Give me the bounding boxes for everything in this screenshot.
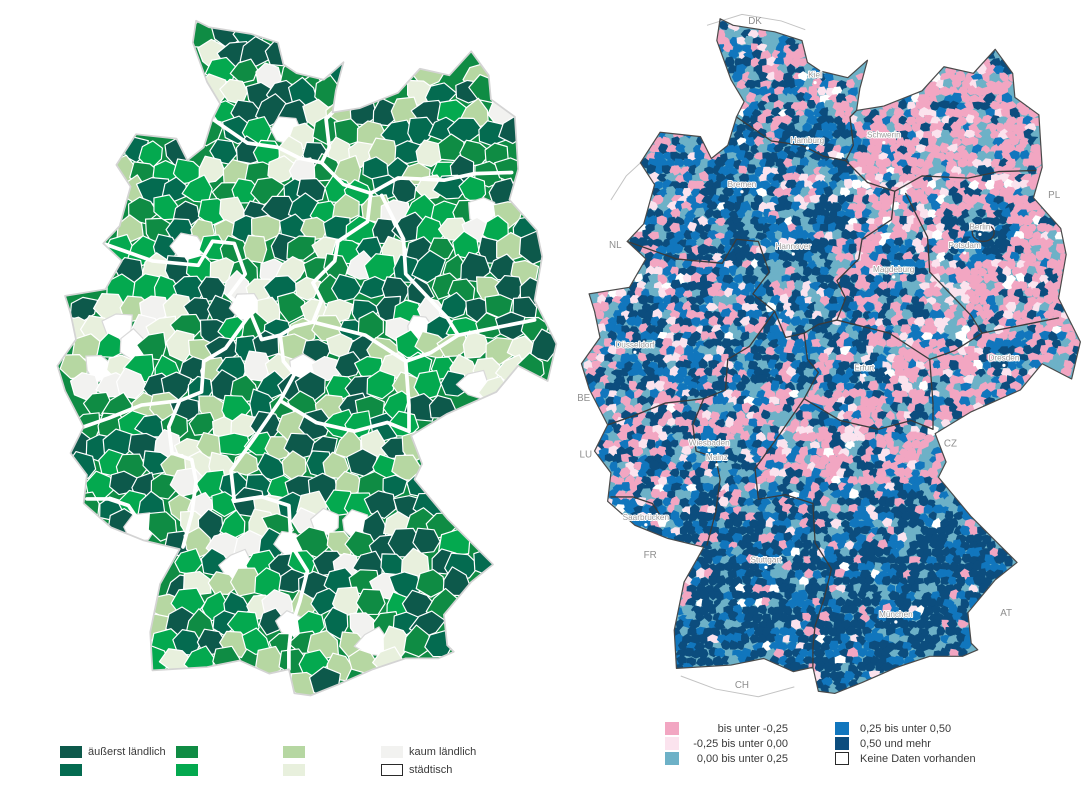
city-dot	[740, 190, 744, 194]
rurality-map-cells	[59, 20, 557, 696]
city-label: Düsseldorf	[615, 340, 655, 349]
city-label: Wiesbaden	[689, 439, 730, 448]
rurality-map-national-outline	[56, 19, 558, 697]
city-dot	[862, 373, 866, 377]
city-label: Dresden	[989, 353, 1020, 362]
legend-right: bis unter -0,25 -0,25 bis unter 0,00 0,00 …	[663, 718, 1077, 770]
city-label: München	[879, 610, 913, 619]
city-dot	[805, 146, 810, 150]
city-label: Schwerin	[867, 131, 901, 140]
city-dot	[764, 565, 768, 569]
city-dot	[882, 141, 886, 145]
neighbor-country-borders	[610, 13, 806, 698]
city-dot	[633, 350, 637, 354]
city-dot	[715, 463, 719, 467]
legend-label-value-3: 0,00 bis unter 0,25	[696, 753, 788, 765]
legend-label-auesserst-laendlich: äußerst ländlich	[88, 746, 166, 758]
city-dot	[813, 80, 817, 85]
city-label: Mainz	[706, 453, 728, 462]
rurality-map-state-borders	[81, 110, 537, 672]
city-label: Stuttgart	[751, 555, 783, 564]
legend-swatch-rurality-3	[176, 746, 198, 758]
city-label: Kiel	[808, 71, 822, 80]
country-label: PL	[1048, 190, 1061, 201]
city-label: Erfurt	[854, 363, 875, 372]
legend-label-value-5: 0,50 und mehr	[860, 738, 931, 750]
legend-swatch-rurality-2	[60, 764, 82, 776]
legend-swatch-rurality-8	[381, 764, 403, 776]
legend-label-value-4: 0,25 bis unter 0,50	[860, 723, 952, 735]
city-label: Berlin	[969, 222, 990, 231]
legend-swatch-value-1	[665, 722, 679, 735]
legend-swatch-rurality-4	[176, 764, 198, 776]
country-label: CZ	[944, 439, 957, 450]
development-map-national-outline	[580, 18, 1081, 695]
legend-swatch-rurality-6	[283, 764, 305, 776]
city-label: Hannover	[776, 242, 812, 251]
city-label: Saarbrücken	[623, 513, 670, 522]
country-label: FR	[644, 550, 657, 561]
development-map-svg: Kiel Hamburg Schwerin Bremen Hannover Berlin P…	[577, 13, 1081, 698]
city-dot	[1002, 363, 1006, 368]
city-dot	[707, 448, 711, 453]
development-map-germany: Kiel Hamburg Schwerin Bremen Hannover Berlin P…	[577, 10, 1083, 700]
city-label: Magdeburg	[873, 265, 915, 274]
city-labels: Kiel Hamburg Schwerin Bremen Hannover Berlin P…	[577, 16, 1061, 691]
city-dot	[978, 232, 982, 236]
legend-label-value-1: bis unter -0,25	[717, 723, 788, 735]
country-label: LU	[580, 450, 593, 461]
rurality-map-germany	[54, 12, 562, 702]
country-label: CH	[735, 680, 749, 691]
legend-left: äußerst ländlich kaum ländlich städtisch	[60, 744, 540, 782]
country-label: DK	[748, 16, 762, 27]
legend-swatch-rurality-7	[381, 746, 403, 758]
city-dot	[791, 252, 795, 256]
berlin-city-outline	[971, 223, 995, 243]
legend-swatch-rurality-1	[60, 746, 82, 758]
legend-label-value-6: Keine Daten vorhanden	[860, 753, 976, 765]
city-dot	[892, 275, 896, 279]
legend-swatch-value-4	[835, 722, 849, 735]
development-map-cells	[583, 18, 1081, 694]
development-map-state-borders	[606, 109, 1060, 668]
legend-swatch-rurality-5	[283, 746, 305, 758]
city-dot	[644, 523, 648, 527]
legend-swatch-value-5	[835, 737, 849, 750]
city-label: Potsdam	[949, 241, 981, 250]
city-dot	[963, 251, 967, 255]
legend-label-kaum-laendlich: kaum ländlich	[409, 746, 477, 758]
legend-swatch-value-2	[665, 737, 679, 750]
country-label: AT	[1000, 608, 1012, 619]
legend-swatch-value-3	[665, 752, 679, 765]
legend-label-staedtisch: städtisch	[409, 764, 453, 776]
country-label: NL	[609, 240, 622, 251]
city-label: Hamburg	[791, 136, 825, 145]
city-label: Bremen	[728, 180, 757, 189]
legend-swatch-value-6	[835, 752, 849, 765]
city-dot	[894, 620, 898, 624]
legend-label-value-2: -0,25 bis unter 0,00	[693, 738, 788, 750]
country-label: BE	[578, 393, 591, 404]
rurality-map-svg	[56, 19, 558, 697]
